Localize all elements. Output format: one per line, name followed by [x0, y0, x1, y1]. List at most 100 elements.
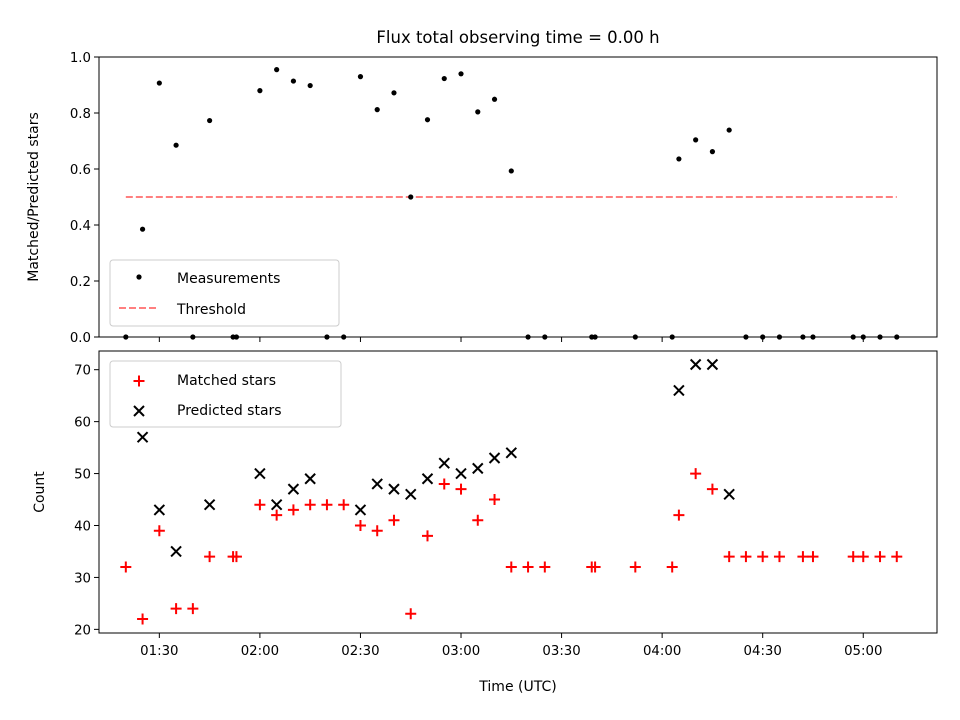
- bottom-legend-box: [109, 360, 342, 428]
- matched-star-point: [857, 551, 869, 563]
- measurement-point: [257, 88, 263, 94]
- matched-star-point: [137, 613, 149, 625]
- measurement-point: [726, 127, 732, 133]
- measurement-point: [800, 334, 806, 340]
- measurement-point: [233, 334, 240, 340]
- measurement-point: [341, 334, 347, 340]
- measurement-point: [632, 334, 638, 340]
- bottom-x-tick-label: 03:00: [442, 644, 480, 659]
- predicted-star-point: [706, 358, 719, 371]
- measurement-point: [156, 80, 162, 86]
- bottom-y-tick-label: 30: [74, 571, 91, 586]
- top-y-tick-label: 0.6: [70, 163, 91, 178]
- top-panel: 0.0 0.2 0.4 0.6 0.8 1.0 Matched/Predicted star…: [26, 51, 938, 346]
- predicted-star-point: [254, 467, 266, 480]
- predicted-star-point: [505, 447, 518, 459]
- matched-star-point: [472, 514, 484, 526]
- measurement-point: [190, 334, 196, 340]
- measurement-point: [139, 226, 146, 232]
- predicted-star-point: [723, 488, 735, 501]
- legend-matched-label: Matched stars: [177, 373, 276, 389]
- legend-matched-marker: [133, 375, 145, 387]
- measurement-point: [542, 334, 548, 340]
- top-legend-box: [109, 259, 340, 327]
- bottom-x-tick-label: 03:30: [542, 644, 580, 659]
- matched-star-point: [505, 561, 517, 573]
- measurement-point: [324, 334, 330, 340]
- measurement-point: [810, 334, 816, 340]
- top-y-tick-label: 1.0: [70, 51, 91, 66]
- measurement-point: [123, 334, 129, 340]
- bottom-y-tick-label: 50: [74, 468, 91, 483]
- legend-threshold-label: Threshold: [176, 302, 246, 318]
- matched-star-point: [287, 504, 299, 516]
- bottom-x-tick-label: 01:30: [140, 644, 178, 659]
- measurement-point: [850, 334, 856, 340]
- top-y-axis-label: Matched/Predicted stars: [26, 112, 42, 282]
- matched-star-point: [230, 551, 242, 563]
- top-y-tick-label: 0.4: [70, 219, 91, 234]
- matched-star-point: [271, 509, 283, 521]
- measurement-point: [894, 334, 900, 340]
- bottom-x-tick-label: 04:30: [744, 644, 782, 659]
- predicted-star-point: [488, 452, 501, 464]
- top-y-tick-label: 0.8: [70, 107, 91, 122]
- measurement-point: [307, 82, 313, 89]
- bottom-axes-frame: [98, 350, 938, 634]
- measurement-point: [290, 78, 297, 84]
- matched-star-point: [354, 519, 366, 531]
- measurement-point: [669, 334, 675, 340]
- measurement-point: [475, 109, 481, 115]
- bottom-x-tick-label: 02:30: [341, 644, 379, 659]
- matched-star-point: [489, 494, 501, 506]
- legend-predicted-marker: [133, 405, 145, 417]
- matched-star-point: [740, 551, 752, 563]
- matched-star-point: [321, 499, 333, 511]
- matched-star-point: [455, 483, 467, 495]
- measurement-point: [357, 74, 364, 80]
- measurement-point: [374, 107, 380, 113]
- bottom-y-axis-label: Count: [32, 471, 48, 513]
- matched-star-point: [874, 551, 886, 563]
- measurement-point: [676, 156, 682, 162]
- matched-star-point: [706, 483, 718, 495]
- bottom-y-tick-label: 20: [74, 623, 91, 638]
- measurement-point: [709, 149, 716, 155]
- measurement-point: [877, 334, 883, 340]
- measurement-point: [458, 71, 464, 77]
- matched-star-point: [807, 551, 819, 563]
- predicted-star-point: [371, 478, 383, 490]
- legend-measurement-marker: [136, 274, 142, 280]
- bottom-x-tick-label: 02:00: [241, 644, 279, 659]
- bottom-y-tick-label: 40: [74, 519, 91, 534]
- predicted-star-point: [304, 473, 316, 485]
- matched-star-point: [673, 509, 685, 521]
- measurement-point: [274, 67, 280, 73]
- matched-star-point: [629, 561, 641, 573]
- predicted-star-point: [287, 483, 300, 495]
- bottom-x-tick-label: 04:00: [643, 644, 681, 659]
- measurement-point: [391, 90, 397, 96]
- measurement-point: [173, 142, 179, 148]
- matched-star-point: [847, 551, 859, 563]
- matched-star-point: [388, 514, 400, 526]
- matched-star-point: [120, 561, 132, 573]
- matched-star-point: [539, 561, 551, 573]
- measurement-point: [408, 194, 414, 200]
- figure-title: Flux total observing time = 0.00 h: [376, 28, 659, 47]
- matched-star-point: [421, 530, 433, 542]
- matched-star-point: [204, 551, 216, 563]
- measurement-point: [207, 117, 213, 124]
- bottom-y-tick-label: 60: [74, 416, 91, 431]
- matched-star-point: [690, 468, 702, 480]
- matched-star-point: [757, 551, 769, 563]
- matched-star-point: [153, 525, 165, 537]
- matched-star-point: [170, 603, 182, 615]
- bottom-x-tick-label: 05:00: [844, 644, 882, 659]
- bottom-panel: 01:30 02:00 02:30 03:00 03:30 04:00 04:30 05:00…: [32, 350, 938, 695]
- predicted-star-point: [438, 457, 450, 469]
- top-axes-frame: [98, 56, 938, 338]
- measurement-point: [525, 334, 531, 340]
- predicted-star-point: [689, 358, 702, 371]
